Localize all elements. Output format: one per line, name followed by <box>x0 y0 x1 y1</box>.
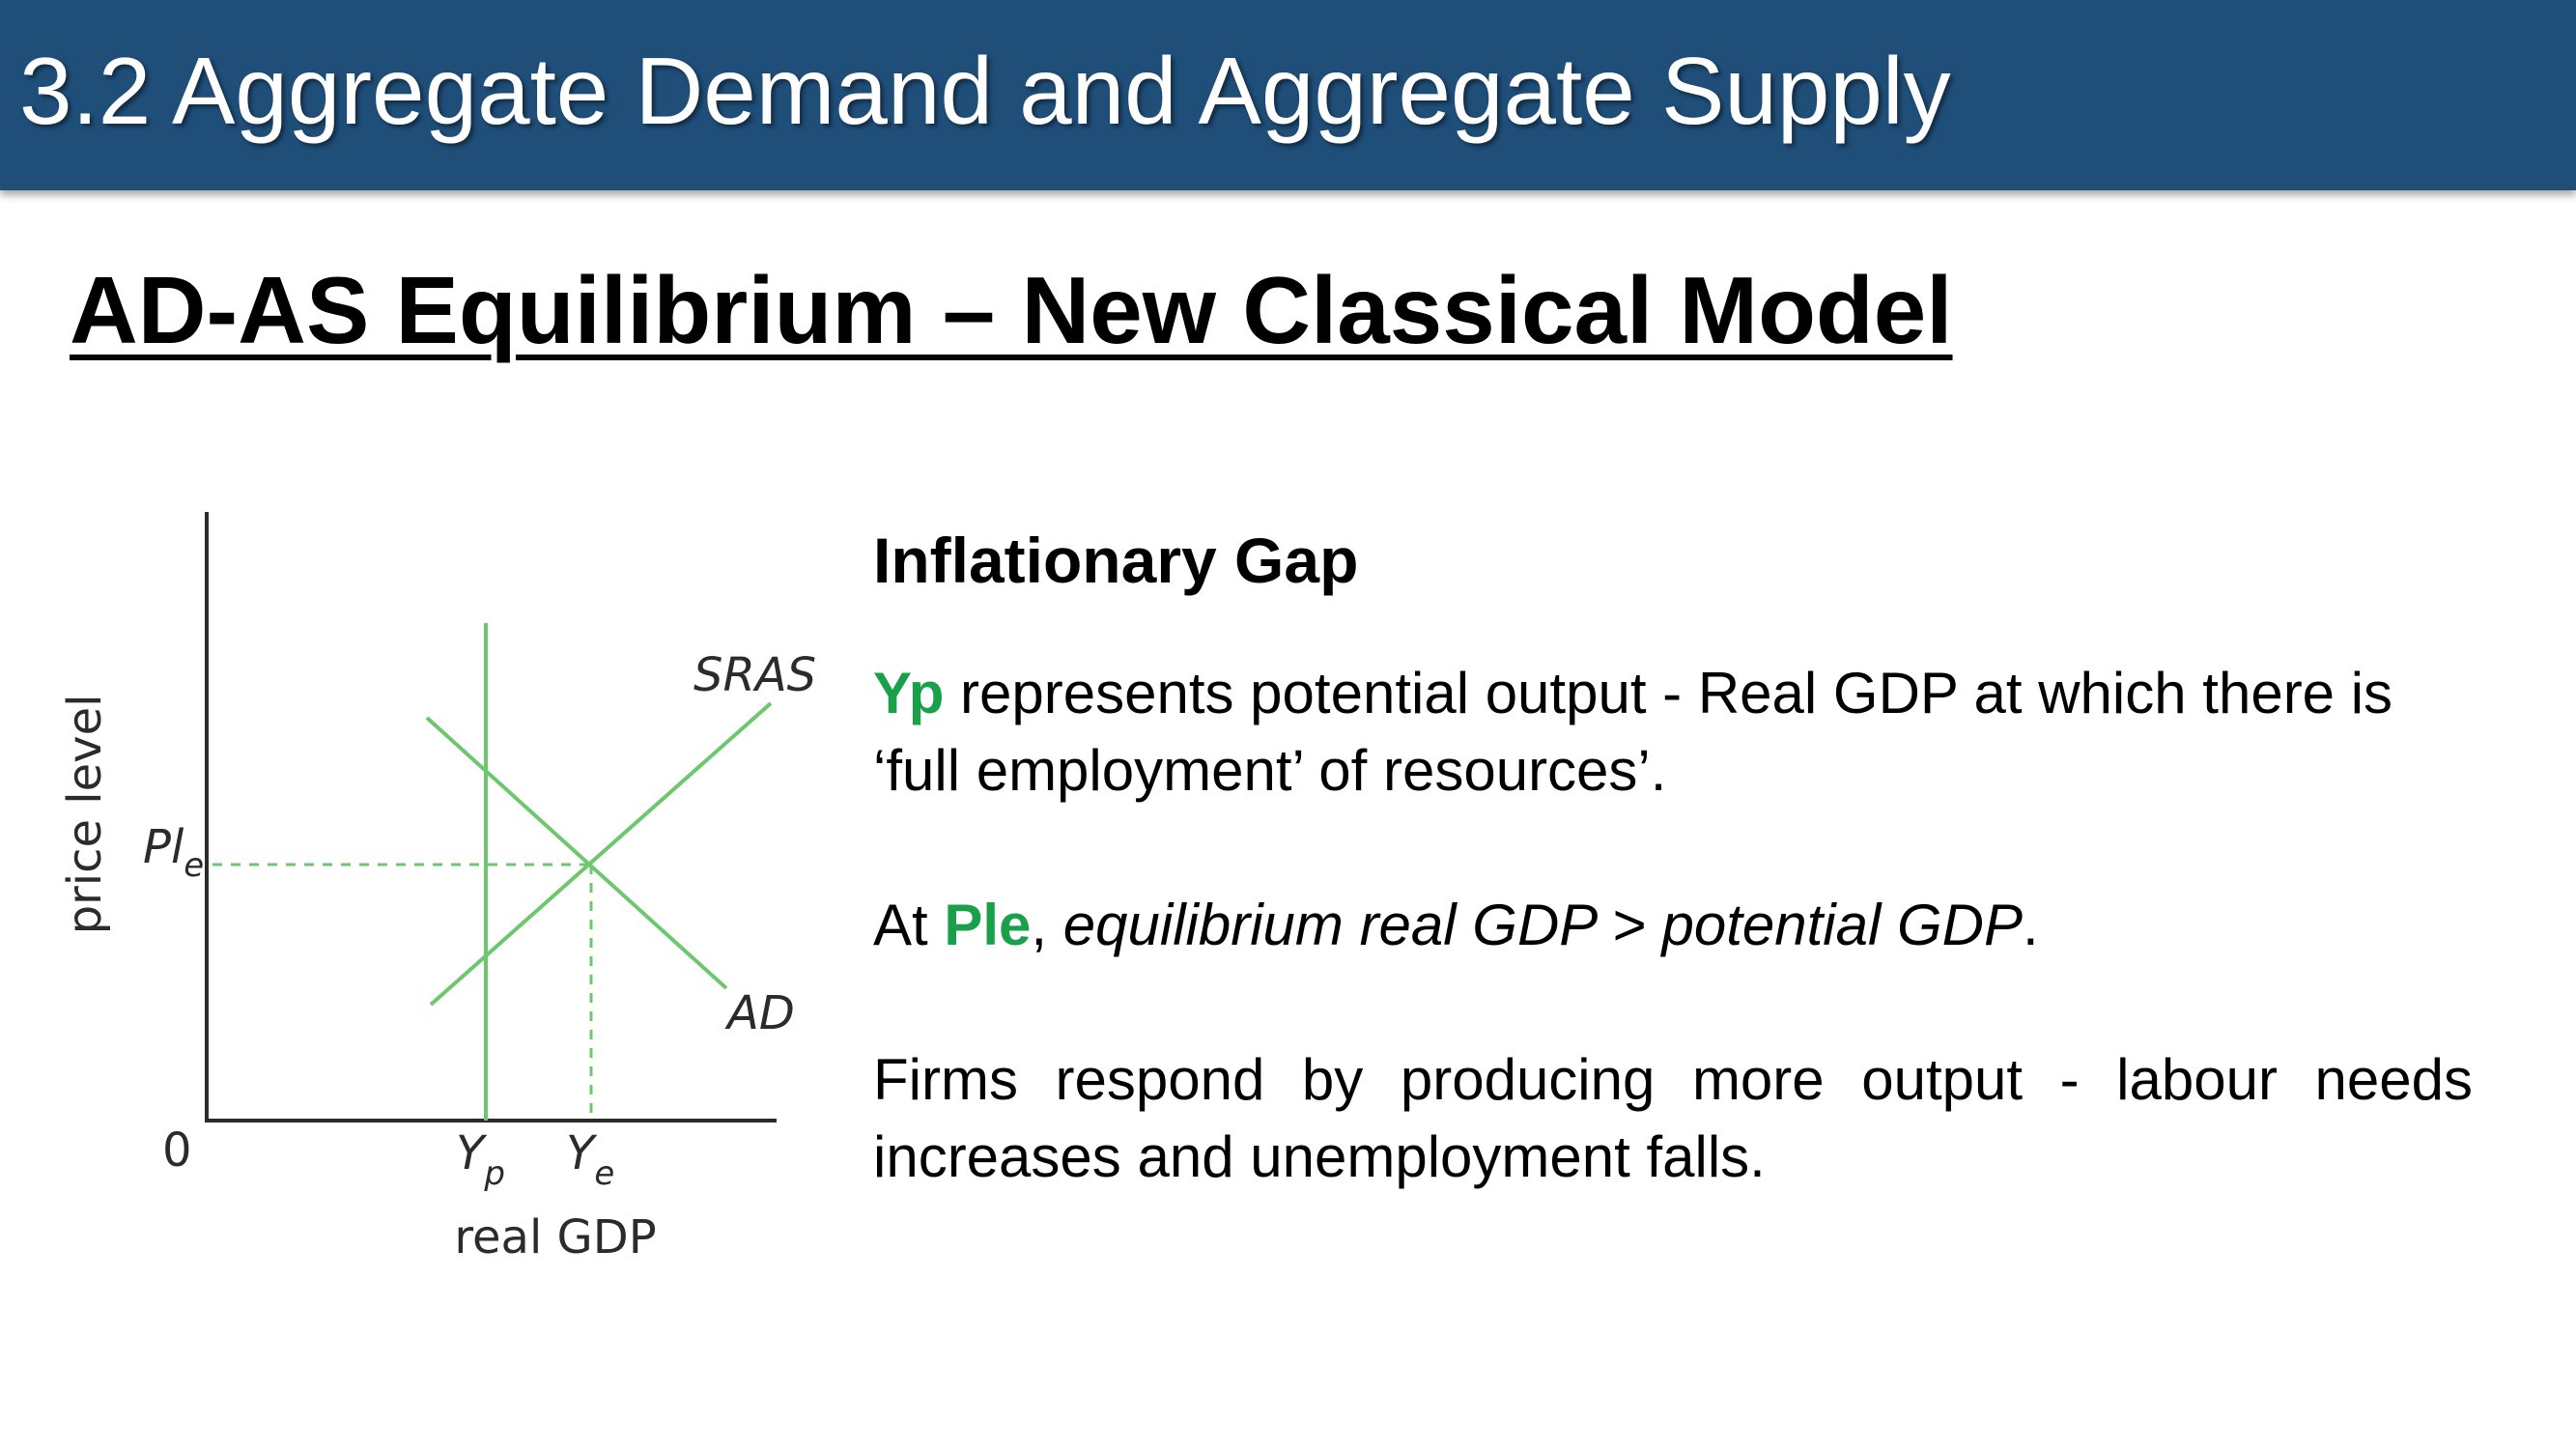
yp-label-main: Y <box>456 1126 488 1180</box>
potential-output-paragraph: Yp represents potential output - Real GD… <box>873 655 2473 810</box>
yp-label-sub: p <box>483 1154 505 1193</box>
yp-label: Yp <box>456 1126 505 1193</box>
x-axis-label: real GDP <box>454 1210 656 1264</box>
slide-title: AD-AS Equilibrium – New Classical Model <box>70 257 1953 363</box>
price-level-eq-label: Ple <box>143 820 204 885</box>
ye-label: Ye <box>566 1126 614 1193</box>
potential-output-text: represents potential output - Real GDP a… <box>873 661 2393 803</box>
price-label-sub: e <box>184 846 204 885</box>
y-axis-label: price level <box>58 695 112 935</box>
equilibrium-end: . <box>2023 893 2039 957</box>
header-bar: 3.2 Aggregate Demand and Aggregate Suppl… <box>0 0 2576 190</box>
equilibrium-paragraph: At Ple, equilibrium real GDP > potential… <box>873 887 2473 964</box>
equilibrium-statement: equilibrium real GDP > potential GDP <box>1062 893 2023 957</box>
ad-label: AD <box>724 986 795 1040</box>
ad-as-diagram: SRAS AD Ple 0 Yp Ye real GDP price level <box>58 493 831 1294</box>
ad-curve <box>425 716 728 990</box>
equilibrium-prefix: At <box>873 893 945 957</box>
equilibrium-comma: , <box>1031 893 1063 957</box>
header-title: 3.2 Aggregate Demand and Aggregate Suppl… <box>19 38 1951 144</box>
yp-highlight: Yp <box>873 661 945 725</box>
sras-curve <box>429 701 773 1007</box>
price-label-main: Pl <box>143 820 184 874</box>
ple-highlight: Ple <box>944 893 1032 957</box>
inflationary-gap-heading: Inflationary Gap <box>873 525 1359 596</box>
diagram-svg: SRAS AD Ple 0 Yp Ye real GDP price level <box>58 512 816 1264</box>
content-panel: Inflationary Gap Yp represents potential… <box>873 522 2473 1196</box>
origin-label: 0 <box>162 1123 192 1178</box>
firms-response-paragraph: Firms respond by producing more output -… <box>873 1047 2473 1189</box>
sras-label: SRAS <box>694 648 816 702</box>
ye-label-main: Y <box>566 1126 598 1180</box>
ye-label-sub: e <box>594 1154 614 1193</box>
